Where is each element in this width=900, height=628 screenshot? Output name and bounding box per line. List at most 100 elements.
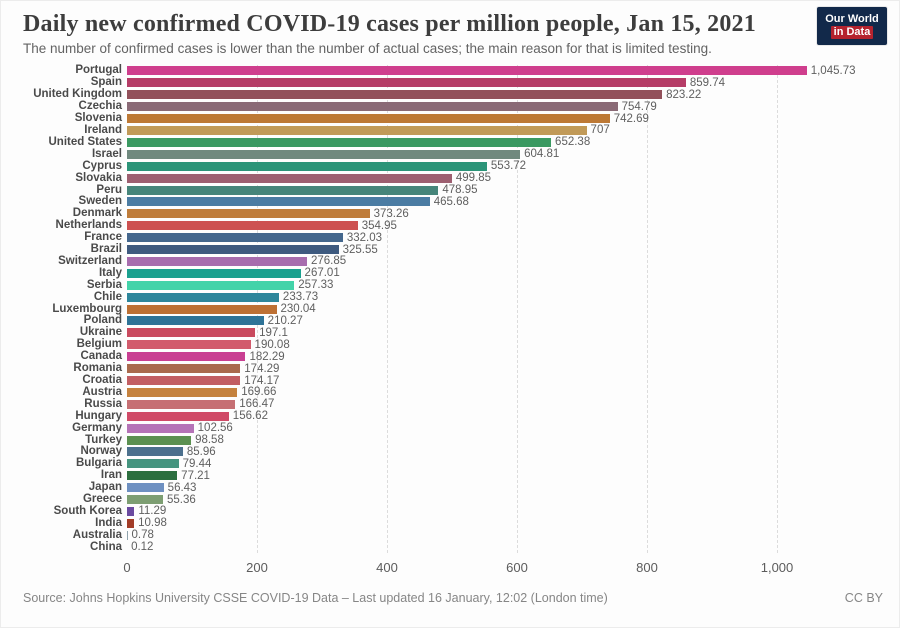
bar-track: 77.21 bbox=[127, 470, 899, 482]
bar[interactable] bbox=[127, 304, 277, 314]
bar[interactable] bbox=[127, 483, 164, 493]
bar[interactable] bbox=[127, 506, 135, 516]
bar[interactable] bbox=[127, 114, 610, 124]
bar[interactable] bbox=[127, 66, 807, 76]
gridline bbox=[387, 65, 388, 554]
owid-logo[interactable]: Our World in Data bbox=[817, 7, 887, 45]
bar-track: 85.96 bbox=[127, 446, 899, 458]
bar-row: Iran 77.21 bbox=[1, 470, 899, 482]
x-tick-label: 200 bbox=[246, 560, 268, 576]
bar[interactable] bbox=[127, 221, 358, 231]
bar-row: Spain 859.74 bbox=[1, 77, 899, 89]
bar[interactable] bbox=[127, 495, 163, 505]
value-label: 465.68 bbox=[433, 195, 469, 208]
bar-track: 190.08 bbox=[127, 339, 899, 351]
gridline bbox=[777, 65, 778, 554]
bar-track: 169.66 bbox=[127, 386, 899, 399]
value-label: 169.66 bbox=[241, 386, 277, 399]
bar[interactable] bbox=[127, 102, 618, 112]
bar-row: Ukraine 197.1 bbox=[1, 327, 899, 339]
bar[interactable] bbox=[127, 268, 301, 278]
bar-row: Russia 166.47 bbox=[1, 398, 899, 410]
value-label: 0.78 bbox=[131, 529, 154, 542]
bar-track: 257.33 bbox=[127, 279, 899, 292]
bar[interactable] bbox=[127, 197, 430, 207]
chart-title: Daily new confirmed COVID-19 cases per m… bbox=[23, 11, 756, 37]
bar-row: Czechia 754.79 bbox=[1, 100, 899, 113]
bar[interactable] bbox=[127, 245, 339, 255]
bar-track: 197.1 bbox=[127, 327, 899, 339]
value-label: 652.38 bbox=[555, 136, 591, 149]
value-label: 98.58 bbox=[195, 434, 224, 447]
bar-row: India 10.98 bbox=[1, 517, 899, 529]
country-label: Denmark bbox=[72, 207, 122, 220]
bar[interactable] bbox=[127, 292, 279, 302]
x-tick-label: 400 bbox=[376, 560, 398, 576]
bar-track: 230.04 bbox=[127, 303, 899, 315]
bar-row: United States 652.38 bbox=[1, 136, 899, 148]
bar[interactable] bbox=[127, 423, 194, 433]
x-tick-label: 0 bbox=[123, 560, 131, 576]
bar[interactable] bbox=[127, 137, 552, 147]
x-tick-label: 800 bbox=[636, 560, 658, 576]
bar-row: Belgium 190.08 bbox=[1, 339, 899, 351]
value-label: 859.74 bbox=[689, 76, 726, 89]
bar[interactable] bbox=[127, 518, 135, 528]
bar[interactable] bbox=[127, 280, 295, 290]
bar[interactable] bbox=[127, 364, 241, 374]
country-label: Poland bbox=[83, 314, 122, 327]
bar-row: China 0.12 bbox=[1, 541, 899, 553]
bar-row: Hungary 156.62 bbox=[1, 410, 899, 422]
value-label: 1,045.73 bbox=[810, 64, 856, 77]
bar[interactable] bbox=[127, 399, 236, 409]
bar[interactable] bbox=[127, 149, 521, 159]
value-label: 267.01 bbox=[304, 267, 340, 280]
bar[interactable] bbox=[127, 447, 183, 457]
bar-track: 478.95 bbox=[127, 184, 899, 196]
country-label: Sweden bbox=[78, 195, 122, 208]
value-label: 156.62 bbox=[232, 410, 268, 423]
bar-row: Romania 174.29 bbox=[1, 362, 899, 375]
bar[interactable] bbox=[127, 256, 307, 266]
value-label: 10.98 bbox=[138, 517, 167, 530]
bar[interactable] bbox=[127, 530, 128, 540]
bar[interactable] bbox=[127, 125, 587, 135]
bar[interactable] bbox=[127, 471, 178, 481]
bar[interactable] bbox=[127, 161, 487, 171]
bar[interactable] bbox=[127, 459, 179, 469]
bar[interactable] bbox=[127, 340, 251, 350]
bar-row: Chile 233.73 bbox=[1, 291, 899, 303]
bar[interactable] bbox=[127, 352, 246, 362]
bar[interactable] bbox=[127, 435, 192, 445]
bar[interactable] bbox=[127, 328, 256, 338]
bar[interactable] bbox=[127, 316, 264, 326]
value-label: 257.33 bbox=[298, 279, 334, 292]
bar-track: 210.27 bbox=[127, 315, 899, 327]
country-label: Norway bbox=[80, 445, 122, 458]
bar-track: 553.72 bbox=[127, 160, 899, 172]
bar[interactable] bbox=[127, 209, 370, 219]
country-label: Australia bbox=[72, 528, 122, 541]
value-label: 174.29 bbox=[244, 362, 280, 375]
bar[interactable] bbox=[127, 411, 229, 421]
value-label: 182.29 bbox=[249, 350, 285, 363]
bar-track: 742.69 bbox=[127, 113, 899, 124]
license-badge: CC BY bbox=[844, 591, 883, 606]
bar[interactable] bbox=[127, 78, 686, 88]
bar[interactable] bbox=[127, 376, 241, 386]
bar[interactable] bbox=[127, 173, 452, 183]
country-label: South Korea bbox=[53, 504, 122, 517]
value-label: 56.43 bbox=[167, 481, 197, 494]
bar[interactable] bbox=[127, 387, 238, 397]
country-label: Serbia bbox=[86, 278, 122, 291]
country-label: Austria bbox=[82, 385, 122, 398]
x-tick-label: 1,000 bbox=[760, 560, 794, 576]
value-label: 325.55 bbox=[342, 243, 378, 256]
bar-row: Luxembourg 230.04 bbox=[1, 303, 899, 315]
country-label: Croatia bbox=[82, 374, 122, 387]
bar[interactable] bbox=[127, 90, 663, 100]
country-label: United States bbox=[48, 135, 123, 148]
chart-header: Daily new confirmed COVID-19 cases per m… bbox=[1, 1, 899, 56]
bar[interactable] bbox=[127, 185, 439, 195]
bar[interactable] bbox=[127, 233, 343, 243]
